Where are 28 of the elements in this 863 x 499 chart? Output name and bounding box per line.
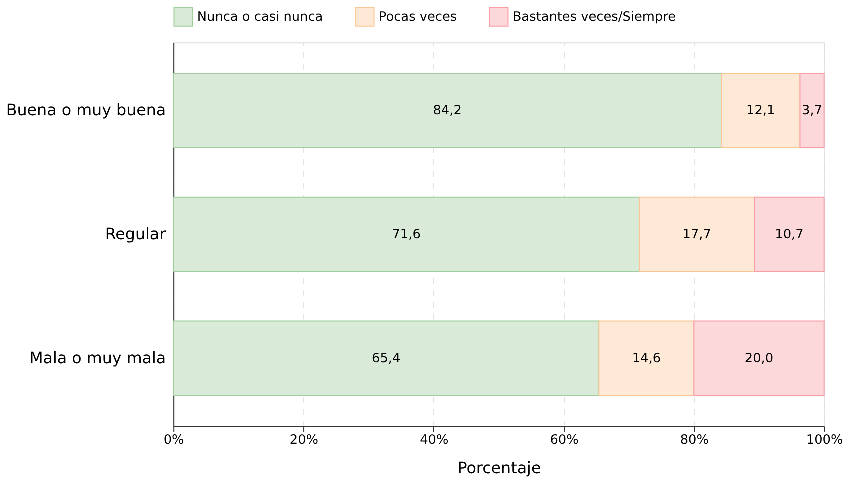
bar — [800, 73, 825, 148]
legend-label: Nunca o casi nunca — [197, 10, 324, 26]
x-tick-label: 40% — [420, 432, 449, 448]
x-axis-title: Porcentaje — [458, 458, 542, 478]
x-tick-label: 80% — [680, 432, 709, 448]
data-label: 65,4 — [372, 351, 401, 366]
data-label: 17,7 — [682, 228, 712, 243]
bar — [598, 320, 695, 396]
data-label: 3,7 — [802, 104, 823, 119]
data-label: 84,2 — [433, 104, 462, 119]
legend-label: Bastantes veces/Siempre — [512, 10, 676, 26]
data-label: 12,1 — [746, 104, 776, 119]
bar — [754, 196, 825, 272]
x-tick-label: 100% — [806, 432, 844, 448]
x-tick-label: 0% — [164, 432, 184, 448]
x-tick-label: 20% — [290, 432, 319, 448]
y-tick-label: Buena o muy buena — [6, 100, 166, 120]
y-tick-label: Regular — [105, 224, 167, 244]
bar — [639, 196, 756, 272]
y-tick-label: Mala o muy mala — [30, 348, 166, 368]
legend-label: Pocas veces — [378, 10, 458, 26]
data-label: 71,6 — [392, 228, 421, 243]
data-label: 10,7 — [775, 228, 804, 243]
bar — [721, 73, 801, 148]
bar — [694, 320, 825, 396]
x-tick-label: 60% — [550, 432, 579, 448]
data-label: 14,6 — [632, 351, 662, 366]
data-label: 20,0 — [744, 351, 774, 366]
